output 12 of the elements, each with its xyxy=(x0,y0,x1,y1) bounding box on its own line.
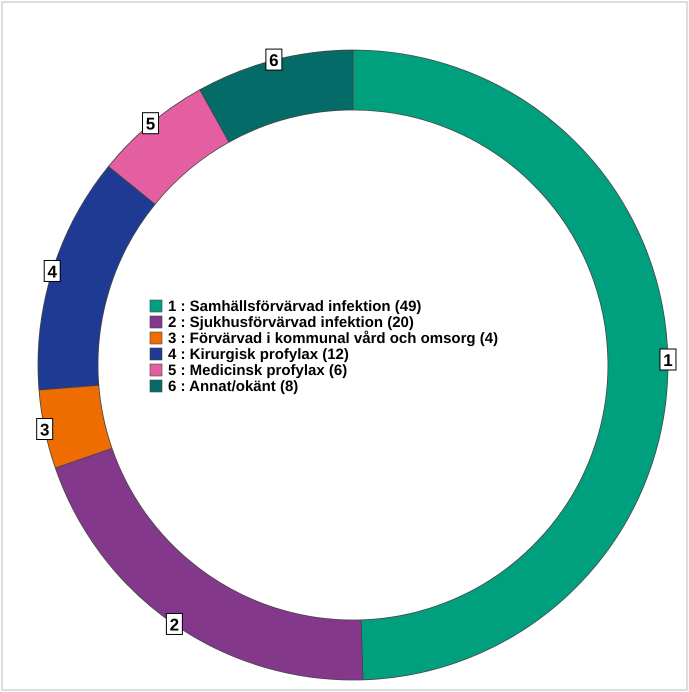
legend-label: 4 : Kirurgisk profylax (12) xyxy=(168,346,349,363)
legend-label: 2 : Sjukhusförvärvad infektion (20) xyxy=(168,314,414,331)
legend-label: 5 : Medicinsk profylax (6) xyxy=(168,362,348,379)
text: 6 xyxy=(269,51,279,70)
text: 2 xyxy=(170,615,180,634)
legend-label: 3 : Förvärvad i kommunal vård och omsorg (4) xyxy=(168,330,498,347)
text: 5 xyxy=(146,114,156,134)
legend-label: 1 : Samhällsförvärvad infektion (49) xyxy=(168,298,422,315)
text: 1 xyxy=(663,351,673,370)
text: 3 xyxy=(40,420,50,440)
legend-label: 6 : Annat/okänt (8) xyxy=(168,378,298,395)
text: 4 xyxy=(47,262,58,282)
